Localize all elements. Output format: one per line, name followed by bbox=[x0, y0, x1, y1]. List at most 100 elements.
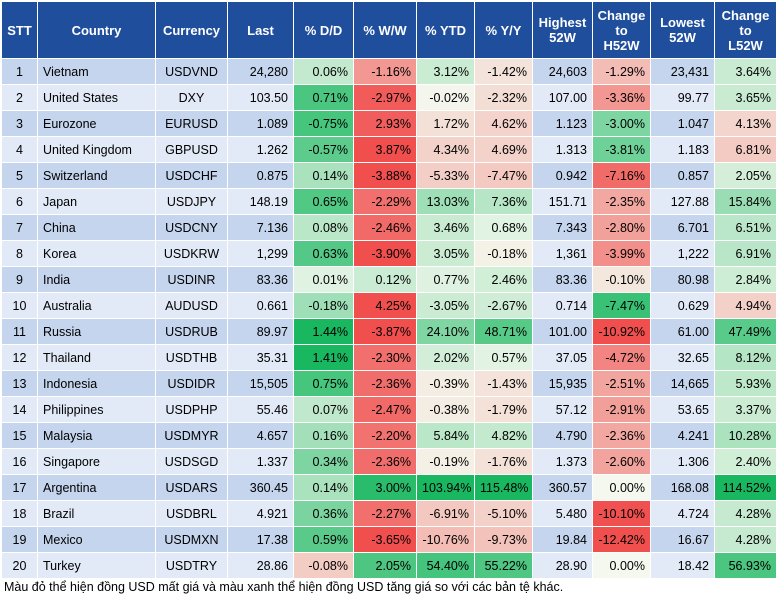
value-cell: -0.75% bbox=[293, 110, 354, 137]
value-cell: -1.29% bbox=[592, 58, 651, 85]
value-cell: -2.80% bbox=[592, 214, 651, 241]
country: Thailand bbox=[37, 344, 156, 371]
value-cell: -0.39% bbox=[416, 370, 475, 397]
value-cell: 1.72% bbox=[416, 110, 475, 137]
row-index: 9 bbox=[1, 266, 38, 293]
row-index: 2 bbox=[1, 84, 38, 111]
country: Mexico bbox=[37, 526, 156, 553]
value-cell: -12.42% bbox=[592, 526, 651, 553]
value-cell: 4.241 bbox=[650, 422, 715, 449]
value-cell: -3.05% bbox=[416, 292, 475, 319]
value-cell: -3.36% bbox=[592, 84, 651, 111]
value-cell: 0.14% bbox=[293, 162, 354, 189]
currency: USDINR bbox=[155, 266, 228, 293]
currency: USDPHP bbox=[155, 396, 228, 423]
value-cell: 4.921 bbox=[227, 500, 294, 527]
currency: USDARS bbox=[155, 474, 228, 501]
currency: USDVND bbox=[155, 58, 228, 85]
value-cell: -0.10% bbox=[592, 266, 651, 293]
value-cell: 83.36 bbox=[532, 266, 593, 293]
value-cell: -2.30% bbox=[353, 344, 417, 371]
value-cell: 0.77% bbox=[416, 266, 475, 293]
table-row: 8 Korea USDKRW 1,299 0.63% -3.90% 3.05% -0.18% 1… bbox=[1, 240, 777, 267]
value-cell: -2.46% bbox=[353, 214, 417, 241]
value-cell: 2.84% bbox=[714, 266, 777, 293]
value-cell: 1.047 bbox=[650, 110, 715, 137]
value-cell: -2.47% bbox=[353, 396, 417, 423]
value-cell: 0.68% bbox=[474, 214, 533, 241]
value-cell: 24.10% bbox=[416, 318, 475, 345]
value-cell: 1.089 bbox=[227, 110, 294, 137]
value-cell: 0.59% bbox=[293, 526, 354, 553]
currency: USDKRW bbox=[155, 240, 228, 267]
value-cell: -0.18% bbox=[293, 292, 354, 319]
value-cell: 10.28% bbox=[714, 422, 777, 449]
table-row: 6 Japan USDJPY 148.19 0.65% -2.29% 13.03% 7.36%… bbox=[1, 188, 777, 215]
country: Brazil bbox=[37, 500, 156, 527]
value-cell: 7.136 bbox=[227, 214, 294, 241]
currency: USDIDR bbox=[155, 370, 228, 397]
value-cell: -10.76% bbox=[416, 526, 475, 553]
row-index: 15 bbox=[1, 422, 38, 449]
value-cell: 28.86 bbox=[227, 552, 294, 579]
value-cell: -2.51% bbox=[592, 370, 651, 397]
header-cell: Last bbox=[227, 1, 294, 59]
value-cell: 55.46 bbox=[227, 396, 294, 423]
value-cell: -0.57% bbox=[293, 136, 354, 163]
row-index: 20 bbox=[1, 552, 38, 579]
country: Australia bbox=[37, 292, 156, 319]
value-cell: -2.27% bbox=[353, 500, 417, 527]
value-cell: -1.79% bbox=[474, 396, 533, 423]
row-index: 19 bbox=[1, 526, 38, 553]
header-cell: Change to L52W bbox=[714, 1, 777, 59]
value-cell: 103.94% bbox=[416, 474, 475, 501]
footnote: Màu đỏ thể hiện đồng USD mất giá và màu … bbox=[4, 580, 564, 594]
value-cell: 6.51% bbox=[714, 214, 777, 241]
value-cell: -7.16% bbox=[592, 162, 651, 189]
currency: USDCNY bbox=[155, 214, 228, 241]
value-cell: 2.40% bbox=[714, 448, 777, 475]
header-cell: STT bbox=[1, 1, 38, 59]
table-row: 2 United States DXY 103.50 0.71% -2.97% -0.02%… bbox=[1, 84, 777, 111]
value-cell: -1.16% bbox=[353, 58, 417, 85]
value-cell: 15,505 bbox=[227, 370, 294, 397]
table-row: 13 Indonesia USDIDR 15,505 0.75% -2.36% -0.39%… bbox=[1, 370, 777, 397]
value-cell: -7.47% bbox=[474, 162, 533, 189]
row-index: 13 bbox=[1, 370, 38, 397]
table-row: 11 Russia USDRUB 89.97 1.44% -3.87% 24.10% 48.7… bbox=[1, 318, 777, 345]
value-cell: 4.790 bbox=[532, 422, 593, 449]
value-cell: 1,361 bbox=[532, 240, 593, 267]
header-cell: Highest 52W bbox=[532, 1, 593, 59]
value-cell: 0.07% bbox=[293, 396, 354, 423]
value-cell: 3.00% bbox=[353, 474, 417, 501]
value-cell: 99.77 bbox=[650, 84, 715, 111]
value-cell: 4.62% bbox=[474, 110, 533, 137]
value-cell: 0.00% bbox=[592, 552, 651, 579]
country: Russia bbox=[37, 318, 156, 345]
value-cell: 28.90 bbox=[532, 552, 593, 579]
value-cell: 3.05% bbox=[416, 240, 475, 267]
value-cell: -3.99% bbox=[592, 240, 651, 267]
value-cell: 0.714 bbox=[532, 292, 593, 319]
table-body: 1 Vietnam USDVND 24,280 0.06% -1.16% 3.12% -1.4… bbox=[1, 58, 777, 579]
value-cell: 2.93% bbox=[353, 110, 417, 137]
value-cell: 32.65 bbox=[650, 344, 715, 371]
country: Eurozone bbox=[37, 110, 156, 137]
value-cell: 0.875 bbox=[227, 162, 294, 189]
value-cell: -9.73% bbox=[474, 526, 533, 553]
value-cell: 0.08% bbox=[293, 214, 354, 241]
value-cell: 1,299 bbox=[227, 240, 294, 267]
value-cell: 3.87% bbox=[353, 136, 417, 163]
country: Vietnam bbox=[37, 58, 156, 85]
value-cell: 80.98 bbox=[650, 266, 715, 293]
value-cell: 48.71% bbox=[474, 318, 533, 345]
value-cell: 0.12% bbox=[353, 266, 417, 293]
value-cell: 360.45 bbox=[227, 474, 294, 501]
row-index: 5 bbox=[1, 162, 38, 189]
currency: USDTHB bbox=[155, 344, 228, 371]
value-cell: 148.19 bbox=[227, 188, 294, 215]
value-cell: 4.94% bbox=[714, 292, 777, 319]
value-cell: -3.87% bbox=[353, 318, 417, 345]
value-cell: 0.00% bbox=[592, 474, 651, 501]
currency: GBPUSD bbox=[155, 136, 228, 163]
